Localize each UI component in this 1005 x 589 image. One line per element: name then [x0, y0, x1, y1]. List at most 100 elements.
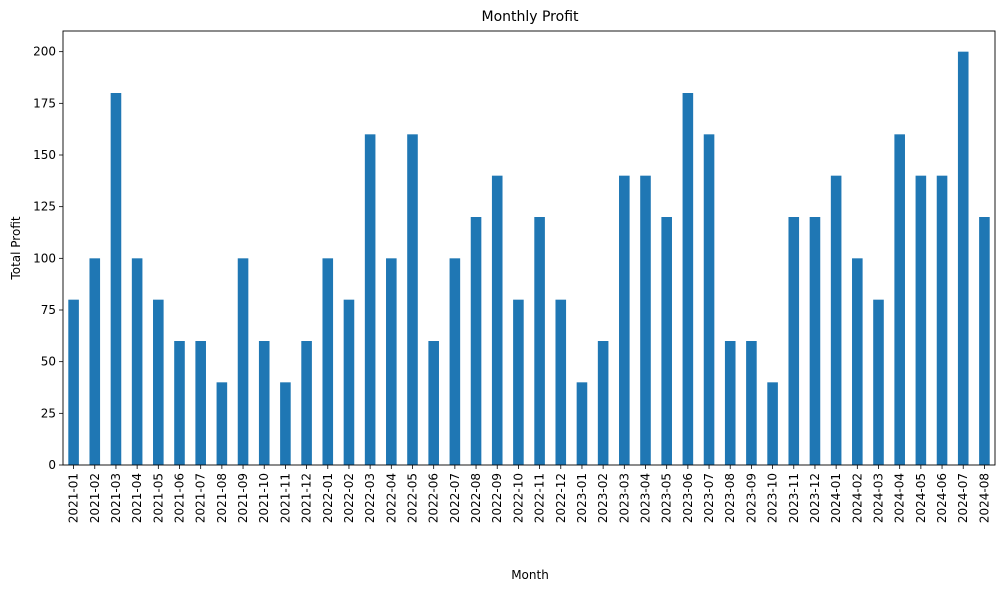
x-tick-label: 2022-05 — [406, 473, 420, 523]
y-tick-label: 100 — [33, 251, 56, 265]
x-tick-label: 2022-02 — [342, 473, 356, 523]
bar-2021-02 — [89, 258, 101, 465]
x-tick-label: 2023-09 — [744, 473, 758, 523]
bar-2023-10 — [767, 382, 778, 465]
x-tick-label: 2021-01 — [67, 473, 81, 523]
x-tick-label: 2023-11 — [787, 473, 801, 523]
x-tick-label: 2023-10 — [766, 473, 780, 523]
bar-2022-07 — [449, 258, 461, 465]
bar-2022-06 — [428, 341, 439, 465]
x-tick-label: 2023-04 — [639, 473, 653, 523]
bar-2021-10 — [258, 341, 270, 465]
x-tick-label: 2021-05 — [151, 473, 165, 523]
bar-2024-08 — [979, 217, 990, 465]
x-axis-label: Month — [511, 568, 549, 582]
y-axis-ticks: 0 25 50 75 100 125 150 175 200 — [33, 45, 63, 472]
x-tick-label: 2022-04 — [384, 473, 398, 523]
x-tick-label: 2022-12 — [554, 473, 568, 523]
bar-2022-02 — [343, 299, 355, 465]
bar-2021-09 — [237, 258, 249, 465]
x-tick-label: 2022-09 — [490, 473, 504, 523]
x-tick-label: 2024-05 — [914, 473, 928, 523]
bar-2021-08 — [216, 382, 228, 465]
y-tick-label: 150 — [33, 148, 56, 162]
bar-2022-12 — [555, 299, 567, 465]
bar-2022-01 — [322, 258, 334, 465]
y-tick-label: 75 — [41, 303, 56, 317]
bar-2021-11 — [280, 382, 291, 465]
bar-2024-05 — [915, 175, 927, 466]
x-tick-label: 2023-08 — [723, 473, 737, 523]
bar-2024-07 — [957, 51, 969, 466]
bar-2022-05 — [407, 134, 418, 465]
y-tick-label: 125 — [33, 200, 56, 214]
bar-2023-07 — [703, 134, 715, 465]
x-tick-label: 2023-05 — [660, 473, 674, 523]
bar-2024-01 — [830, 175, 842, 466]
y-tick-label: 175 — [33, 96, 56, 110]
x-tick-label: 2024-02 — [850, 473, 864, 523]
bar-2023-05 — [661, 217, 672, 465]
x-tick-label: 2024-08 — [977, 473, 991, 523]
x-tick-label: 2022-01 — [321, 473, 335, 523]
x-tick-label: 2023-01 — [575, 473, 589, 523]
x-tick-label: 2022-08 — [469, 473, 483, 523]
bar-2022-10 — [513, 299, 524, 465]
bar-2024-03 — [873, 299, 884, 465]
bar-2022-04 — [386, 258, 397, 465]
bar-2023-01 — [576, 382, 588, 465]
x-tick-label: 2022-03 — [363, 473, 377, 523]
bar-2022-09 — [491, 175, 503, 466]
x-tick-label: 2022-06 — [427, 473, 441, 523]
bar-2023-08 — [724, 341, 736, 465]
y-tick-label: 0 — [48, 458, 56, 472]
x-tick-label: 2021-06 — [173, 473, 187, 523]
x-tick-label: 2024-06 — [935, 473, 949, 523]
bar-2021-07 — [195, 341, 206, 465]
x-tick-label: 2021-11 — [278, 473, 292, 523]
x-axis-ticks: 2021-01 2021-02 2021-03 2021-04 2021-05 2021-… — [67, 465, 991, 523]
y-axis-label: Total Profit — [9, 216, 23, 280]
x-tick-label: 2021-07 — [194, 473, 208, 523]
bar-2023-03 — [619, 175, 630, 466]
bar-2023-12 — [809, 217, 821, 465]
x-tick-label: 2023-12 — [808, 473, 822, 523]
bar-2022-03 — [364, 134, 376, 465]
bar-2021-01 — [68, 299, 79, 465]
chart-title: Monthly Profit — [481, 9, 579, 25]
bar-2024-02 — [852, 258, 863, 465]
bar-2022-08 — [470, 217, 482, 465]
bar-2022-11 — [534, 217, 545, 465]
y-tick-label: 25 — [41, 406, 56, 420]
x-tick-label: 2024-07 — [956, 473, 970, 523]
bar-2021-05 — [153, 299, 164, 465]
bar-2023-02 — [597, 341, 609, 465]
x-tick-label: 2021-03 — [109, 473, 123, 523]
x-tick-label: 2022-07 — [448, 473, 462, 523]
x-tick-label: 2021-09 — [236, 473, 250, 523]
bar-2021-06 — [174, 341, 185, 465]
x-tick-label: 2024-01 — [829, 473, 843, 523]
y-tick-label: 50 — [41, 355, 56, 369]
bar-2021-03 — [110, 93, 122, 465]
x-tick-label: 2024-04 — [893, 473, 907, 523]
bars-group — [68, 51, 990, 466]
x-tick-label: 2023-06 — [681, 473, 695, 523]
x-tick-label: 2023-07 — [702, 473, 716, 523]
x-tick-label: 2023-02 — [596, 473, 610, 523]
bar-2024-06 — [936, 175, 948, 466]
x-tick-label: 2021-12 — [300, 473, 314, 523]
y-tick-label: 200 — [33, 45, 56, 59]
x-tick-label: 2021-08 — [215, 473, 229, 523]
plot-frame — [62, 30, 996, 466]
x-tick-label: 2021-10 — [257, 473, 271, 523]
bar-2023-11 — [788, 217, 800, 465]
x-tick-label: 2021-02 — [88, 473, 102, 523]
bar-2023-09 — [746, 341, 757, 465]
x-tick-label: 2021-04 — [130, 473, 144, 523]
bar-2021-12 — [301, 341, 312, 465]
bar-2024-04 — [894, 134, 905, 465]
bar-2023-04 — [640, 175, 651, 466]
x-tick-label: 2023-03 — [617, 473, 631, 523]
